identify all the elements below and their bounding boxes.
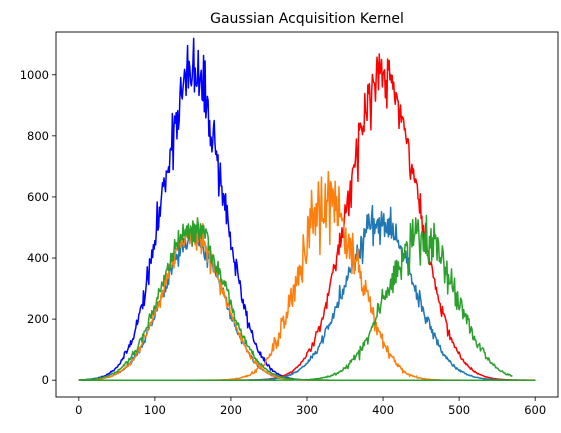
y-tick-label: 800 xyxy=(27,129,49,143)
x-tick-label: 600 xyxy=(524,403,546,417)
series-line-8 xyxy=(78,214,513,381)
chart-title: Gaussian Acquisition Kernel xyxy=(210,11,404,27)
y-tick-label: 600 xyxy=(27,190,49,204)
y-tick-label: 1000 xyxy=(20,68,49,82)
x-tick-label: 200 xyxy=(220,403,242,417)
y-tick-label: 200 xyxy=(27,312,49,326)
y-tick-label: 0 xyxy=(42,373,49,387)
x-tick-label: 300 xyxy=(296,403,318,417)
x-tick-label: 0 xyxy=(75,403,82,417)
x-tick-label: 400 xyxy=(372,403,394,417)
y-tick-label: 400 xyxy=(27,251,49,265)
x-tick-label: 100 xyxy=(144,403,166,417)
series-layer xyxy=(78,37,536,381)
y-axis: 0 200 400 600 800 1000 xyxy=(20,68,56,387)
x-axis: 0 100 200 300 400 500 600 xyxy=(75,397,546,417)
x-tick-label: 500 xyxy=(448,403,470,417)
